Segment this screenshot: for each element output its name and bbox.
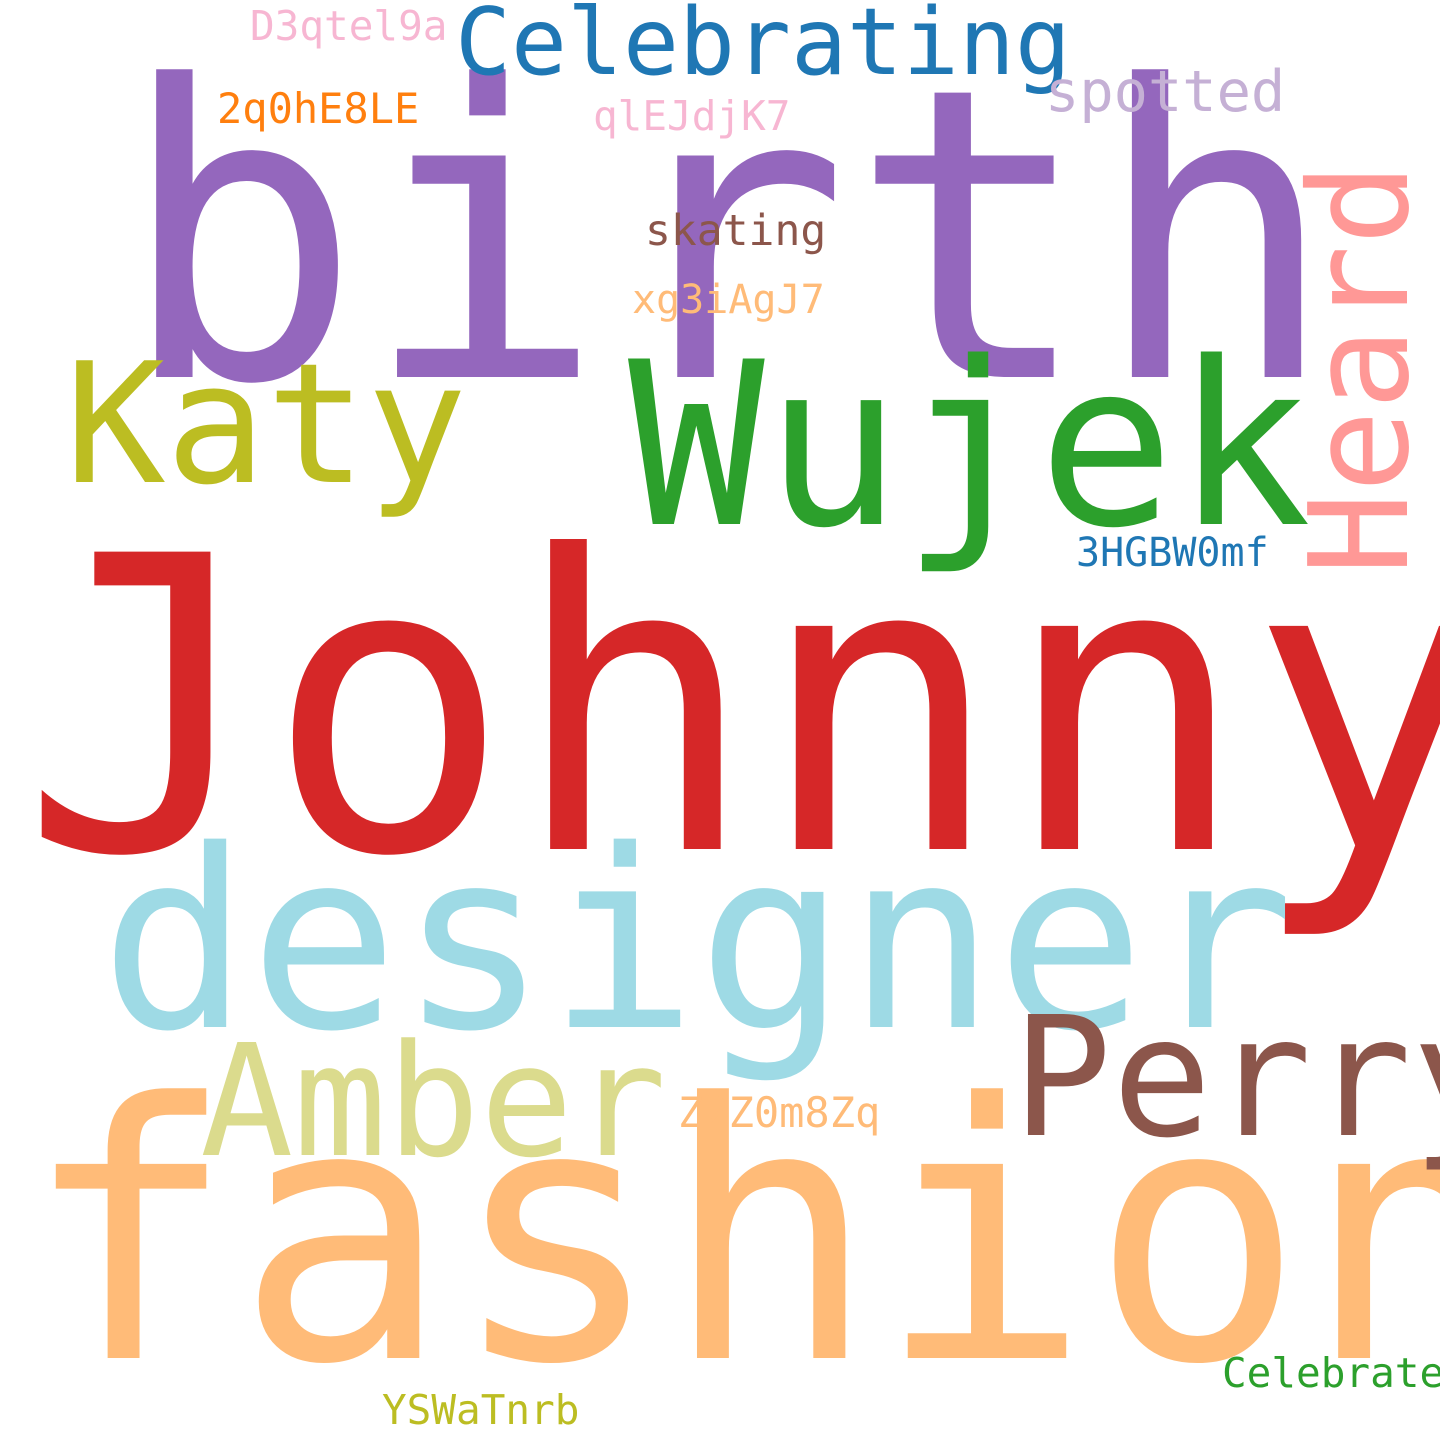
word-yswatnrb: YSWaTnrb: [382, 1386, 580, 1434]
word-birth: birth: [118, 1, 1338, 473]
word-heard: Heard: [1281, 162, 1440, 575]
word-d3qtel9a: D3qtel9a: [250, 2, 448, 50]
word-johnny: Johnny: [20, 471, 1440, 946]
word-celebrate: Celebrate: [1222, 1349, 1440, 1397]
word-xg3iagj7: xg3iAgJ7: [632, 277, 825, 323]
word-amber: Amber: [200, 1011, 667, 1192]
word-designer: designer: [100, 798, 1295, 1086]
word-celebrating: Celebrating: [455, 0, 1071, 96]
word-fashion: fashion: [22, 1028, 1440, 1440]
word-z2z0m8zq: Z2Z0m8Zq: [678, 1088, 881, 1137]
word-perry: Perry: [1012, 982, 1440, 1175]
word-katy: Katy: [65, 328, 468, 522]
word-qlejdjk7: qlEJdjK7: [593, 92, 791, 140]
word-wujek: Wujek: [628, 313, 1312, 578]
word-spotted: spotted: [1045, 59, 1286, 125]
word-3hgbw0mf: 3HGBW0mf: [1076, 530, 1269, 576]
word-skating: skating: [645, 206, 827, 256]
word-2q0he8le: 2q0hE8LE: [217, 84, 420, 133]
